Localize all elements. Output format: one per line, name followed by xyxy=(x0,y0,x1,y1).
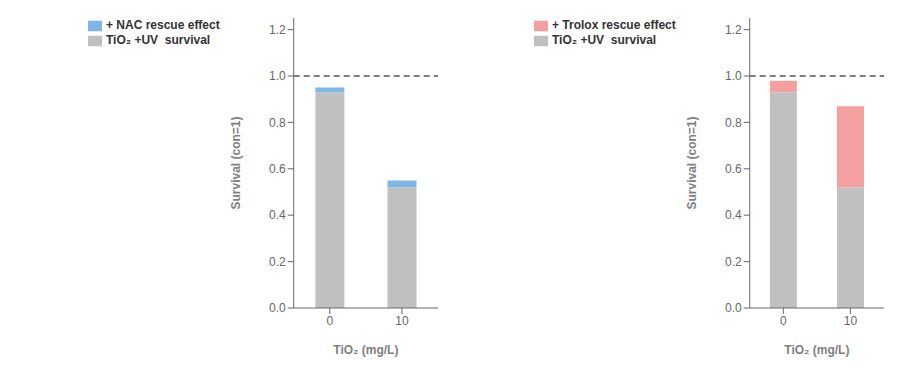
svg-text:1.0: 1.0 xyxy=(725,69,742,83)
html-text:TiO₂ +UV survival: TiO₂ +UV survival xyxy=(106,32,211,47)
html-text:+ NAC rescue effect: + NAC rescue effect xyxy=(106,18,220,32)
svg-text:0.4: 0.4 xyxy=(725,208,742,222)
svg-text:0.8: 0.8 xyxy=(725,116,742,130)
svg-text:1.0: 1.0 xyxy=(269,69,286,83)
svg-text:0.0: 0.0 xyxy=(725,301,742,315)
svg-text:Survival (con=1): Survival (con=1) xyxy=(229,116,243,209)
svg-text:0: 0 xyxy=(326,314,333,328)
svg-text:TiO₂ (mg/L): TiO₂ (mg/L) xyxy=(333,343,398,357)
svg-text:0: 0 xyxy=(780,314,787,328)
svg-text:TiO₂ (mg/L): TiO₂ (mg/L) xyxy=(784,343,849,357)
svg-text:1.2: 1.2 xyxy=(269,23,286,37)
svg-text:0.8: 0.8 xyxy=(269,116,286,130)
svg-text:0.0: 0.0 xyxy=(269,301,286,315)
svg-text:0.4: 0.4 xyxy=(269,208,286,222)
svg-text:10: 10 xyxy=(844,314,858,328)
html-text:TiO₂ +UV survival: TiO₂ +UV survival xyxy=(552,32,657,47)
html-text:+ Trolox rescue effect: + Trolox rescue effect xyxy=(552,18,676,32)
svg-text:0.6: 0.6 xyxy=(725,162,742,176)
svg-text:0.2: 0.2 xyxy=(725,255,742,269)
svg-text:0.2: 0.2 xyxy=(269,255,286,269)
svg-text:Survival (con=1): Survival (con=1) xyxy=(685,116,699,209)
svg-text:0.6: 0.6 xyxy=(269,162,286,176)
svg-text:10: 10 xyxy=(395,314,409,328)
svg-text:1.2: 1.2 xyxy=(725,23,742,37)
